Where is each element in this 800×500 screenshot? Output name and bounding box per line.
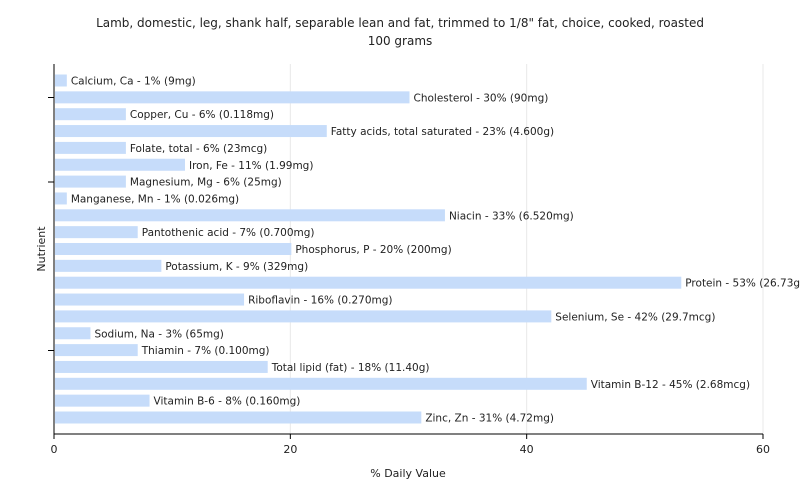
bar [55, 377, 587, 390]
bar-label: Protein - 53% (26.73g) [685, 278, 800, 290]
bar [55, 276, 682, 289]
bar [55, 327, 91, 340]
bar-label: Riboflavin - 16% (0.270mg) [248, 295, 392, 307]
chart-subtitle: 100 grams [368, 34, 433, 48]
bar [55, 310, 552, 323]
bar [55, 108, 126, 121]
bar-label: Selenium, Se - 42% (29.7mcg) [555, 311, 715, 323]
y-axis-ticks [48, 97, 54, 351]
bar [55, 293, 245, 306]
bar-label: Calcium, Ca - 1% (9mg) [71, 76, 196, 88]
bar-label: Magnesium, Mg - 6% (25mg) [130, 177, 282, 189]
bar [55, 192, 67, 205]
bar [55, 411, 422, 424]
bar-label: Potassium, K - 9% (329mg) [165, 261, 308, 273]
x-tick-label: 60 [756, 443, 770, 456]
bar-label: Sodium, Na - 3% (65mg) [94, 328, 223, 340]
bar-label: Niacin - 33% (6.520mg) [449, 210, 574, 222]
x-axis-ticks: 0 20 40 60 [51, 434, 770, 456]
bars-group [55, 74, 682, 424]
bar [55, 344, 138, 357]
bar [55, 91, 410, 104]
y-axis-label: Nutrient [35, 226, 48, 272]
bar-label: Vitamin B-6 - 8% (0.160mg) [154, 396, 301, 408]
bar-label: Pantothenic acid - 7% (0.700mg) [142, 227, 315, 239]
chart-title: Lamb, domestic, leg, shank half, separab… [96, 16, 704, 30]
x-axis-label: % Daily Value [370, 467, 446, 480]
x-tick-label: 20 [283, 443, 297, 456]
bar-label: Thiamin - 7% (0.100mg) [141, 345, 270, 357]
bar [55, 158, 185, 171]
x-tick-label: 0 [51, 443, 58, 456]
bar [55, 74, 67, 87]
bar [55, 243, 292, 255]
bar-label: Phosphorus, P - 20% (200mg) [295, 244, 451, 256]
x-tick-label: 40 [520, 443, 534, 456]
bar-label: Zinc, Zn - 31% (4.72mg) [425, 413, 554, 425]
bar-label: Copper, Cu - 6% (0.118mg) [130, 109, 274, 121]
bar [55, 209, 445, 222]
bar-label: Cholesterol - 30% (90mg) [414, 92, 549, 104]
bar-label: Folate, total - 6% (23mcg) [130, 143, 267, 155]
bar [55, 394, 150, 407]
bar [55, 259, 162, 272]
bar [55, 360, 268, 373]
bar [55, 175, 126, 188]
bar-label: Fatty acids, total saturated - 23% (4.60… [331, 126, 554, 138]
bar [55, 141, 126, 154]
bar-label: Manganese, Mn - 1% (0.026mg) [71, 193, 239, 205]
bar-labels-group: Calcium, Ca - 1% (9mg) Cholesterol - 30% … [71, 76, 800, 425]
bar [55, 226, 138, 239]
bar-label: Vitamin B-12 - 45% (2.68mcg) [591, 379, 750, 391]
bar [55, 125, 327, 138]
bar-label: Iron, Fe - 11% (1.99mg) [189, 160, 313, 172]
bar-label: Total lipid (fat) - 18% (11.40g) [271, 362, 430, 374]
